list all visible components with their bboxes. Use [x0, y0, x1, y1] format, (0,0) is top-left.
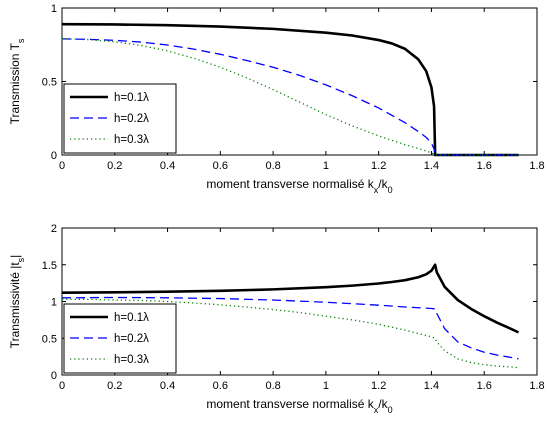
legend-box [63, 303, 177, 374]
x-axis-label: moment transverse normalisé kx/k0 [206, 397, 392, 415]
legend-label-3: h=0.3λ [114, 354, 149, 366]
y-tick-label: 0.5 [42, 77, 57, 89]
chart-1: 0 0.2 0.4 0.6 0.8 1 1.2 1.4 1.6 1.8 0 0.5 1 moment tr… [8, 3, 545, 195]
x-tick-label: 1.4 [424, 380, 439, 392]
y-tick-label: 2 [51, 223, 57, 235]
series-line-2 [61, 38, 519, 156]
x-tick-label: 1.6 [477, 380, 492, 392]
series-line-3 [61, 38, 519, 156]
x-tick-label: 0.2 [107, 160, 122, 172]
x-tick-label: 1.6 [477, 160, 492, 172]
legend-box [63, 83, 177, 154]
y-tick-label: 1 [51, 3, 57, 15]
legend: h=0.1λ h=0.2λ h=0.3λ [63, 83, 177, 154]
x-tick-label: 0.4 [160, 380, 175, 392]
x-tick-label: 1 [323, 380, 329, 392]
x-tick-label: 1 [323, 160, 329, 172]
legend-label-2: h=0.2λ [114, 333, 149, 345]
legend-label-1: h=0.1λ [114, 312, 149, 324]
y-tick-label: 1 [51, 297, 57, 309]
x-tick-label: 0.6 [213, 380, 228, 392]
x-tick-label: 0 [59, 380, 65, 392]
x-tick-label: 1.8 [529, 160, 544, 172]
series-line-1 [61, 263, 520, 334]
y-axis-label: Transmissivité |ts| [8, 255, 26, 349]
legend: h=0.1λ h=0.2λ h=0.3λ [63, 303, 177, 374]
x-tick-label: 1.8 [529, 380, 544, 392]
legend-label-2: h=0.2λ [114, 113, 149, 125]
series-line-2 [61, 296, 519, 360]
x-axis-label: moment transverse normalisé kx/k0 [206, 177, 392, 195]
x-tick-label: 1.4 [424, 160, 439, 172]
y-axis-label: Transmission Ts [8, 38, 26, 124]
x-tick-label: 0.2 [107, 380, 122, 392]
y-tick-label: 0 [51, 150, 57, 162]
y-tick-label: 1.5 [42, 260, 57, 272]
series-line-3 [62, 298, 519, 369]
y-tick-label: 0 [51, 370, 57, 382]
x-tick-label: 0.8 [265, 160, 280, 172]
x-tick-label: 0.8 [265, 380, 280, 392]
y-tick-label: 0.5 [42, 333, 57, 345]
legend-label-3: h=0.3λ [114, 134, 149, 146]
legend-label-1: h=0.1λ [114, 92, 149, 104]
x-tick-label: 1.2 [371, 160, 386, 172]
x-tick-label: 0 [59, 160, 65, 172]
x-tick-label: 0.4 [160, 160, 175, 172]
x-tick-label: 1.2 [371, 380, 386, 392]
x-tick-label: 0.6 [213, 160, 228, 172]
chart-2: 0 0.2 0.4 0.6 0.8 1 1.2 1.4 1.6 1.8 0 0.5 1 1.5 2 momen… [8, 223, 545, 415]
